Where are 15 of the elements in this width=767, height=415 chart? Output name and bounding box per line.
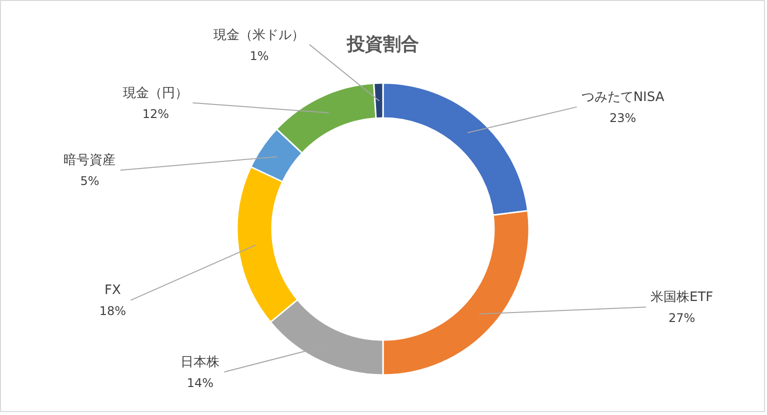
slice-label: 現金（米ドル） bbox=[214, 28, 305, 43]
chart-title: 投資割合 bbox=[346, 34, 419, 55]
data-label: 5% bbox=[80, 174, 100, 188]
slice-label: 暗号資産 bbox=[64, 152, 116, 168]
data-label: 18% bbox=[99, 304, 126, 318]
slice-label: 現金（円） bbox=[123, 86, 188, 101]
data-label: 1% bbox=[250, 48, 269, 63]
slice-label: FX bbox=[104, 283, 122, 298]
data-label: 27% bbox=[668, 311, 696, 326]
slice-label: つみたてNISA bbox=[581, 90, 664, 106]
data-label: 23% bbox=[609, 111, 636, 126]
slice-label: 米国株ETF bbox=[650, 290, 714, 306]
slice-label: 日本株 bbox=[180, 354, 220, 370]
data-label: 14% bbox=[186, 376, 214, 390]
data-label: 12% bbox=[142, 106, 170, 121]
